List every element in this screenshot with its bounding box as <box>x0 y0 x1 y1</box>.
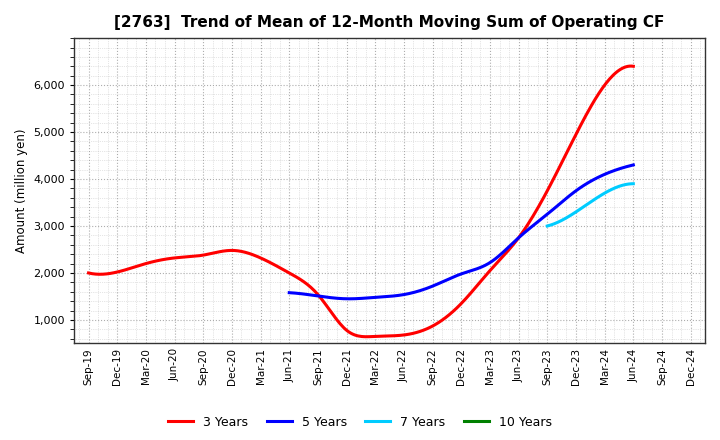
3 Years <box>86 271 95 276</box>
5 Years <box>285 290 294 295</box>
5 Years <box>497 252 505 257</box>
Line: 5 Years: 5 Years <box>289 165 634 299</box>
5 Years <box>286 290 294 295</box>
3 Years <box>420 327 428 333</box>
5 Years <box>490 257 498 262</box>
5 Years <box>345 296 354 301</box>
Title: [2763]  Trend of Mean of 12-Month Moving Sum of Operating CF: [2763] Trend of Mean of 12-Month Moving … <box>114 15 665 30</box>
7 Years <box>594 194 603 199</box>
5 Years <box>629 162 638 168</box>
7 Years <box>543 224 552 229</box>
Y-axis label: Amount (million yen): Amount (million yen) <box>15 128 28 253</box>
7 Years <box>595 193 604 198</box>
3 Years <box>629 64 638 69</box>
7 Years <box>544 223 552 228</box>
5 Years <box>576 185 585 190</box>
3 Years <box>580 116 588 121</box>
5 Years <box>491 256 500 261</box>
7 Years <box>629 181 638 187</box>
7 Years <box>616 183 624 189</box>
Legend: 3 Years, 5 Years, 7 Years, 10 Years: 3 Years, 5 Years, 7 Years, 10 Years <box>163 411 557 434</box>
3 Years <box>545 184 554 189</box>
3 Years <box>361 334 370 339</box>
3 Years <box>84 270 93 275</box>
7 Years <box>621 182 629 187</box>
Line: 7 Years: 7 Years <box>547 184 634 226</box>
3 Years <box>408 331 417 336</box>
3 Years <box>410 330 419 336</box>
Line: 3 Years: 3 Years <box>89 66 634 337</box>
3 Years <box>627 63 636 69</box>
5 Years <box>598 173 606 178</box>
7 Years <box>594 194 603 200</box>
